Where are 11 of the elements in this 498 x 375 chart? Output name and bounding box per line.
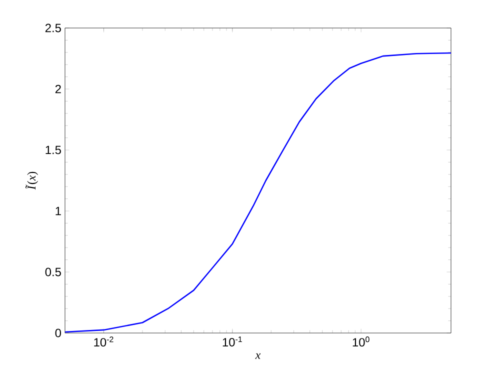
y-axis-title: Ĩ(x)	[25, 172, 38, 190]
y-tick-label: 1	[56, 206, 61, 216]
x-tick-label: 10$^{0}$	[352, 336, 370, 347]
x-tick-label: 10$^{-1}$	[222, 336, 242, 346]
y-tick-label: 1.5	[46, 146, 61, 154]
y-tick-label: 2.5	[45, 24, 61, 32]
y-tick-label: 2	[55, 84, 61, 94]
y-tick-label: 0	[55, 328, 62, 338]
x-axis-title: x	[255, 353, 261, 359]
x-tick-label: 10$^{-2}$	[94, 336, 114, 347]
y-tick-label: 0.5	[45, 268, 61, 276]
